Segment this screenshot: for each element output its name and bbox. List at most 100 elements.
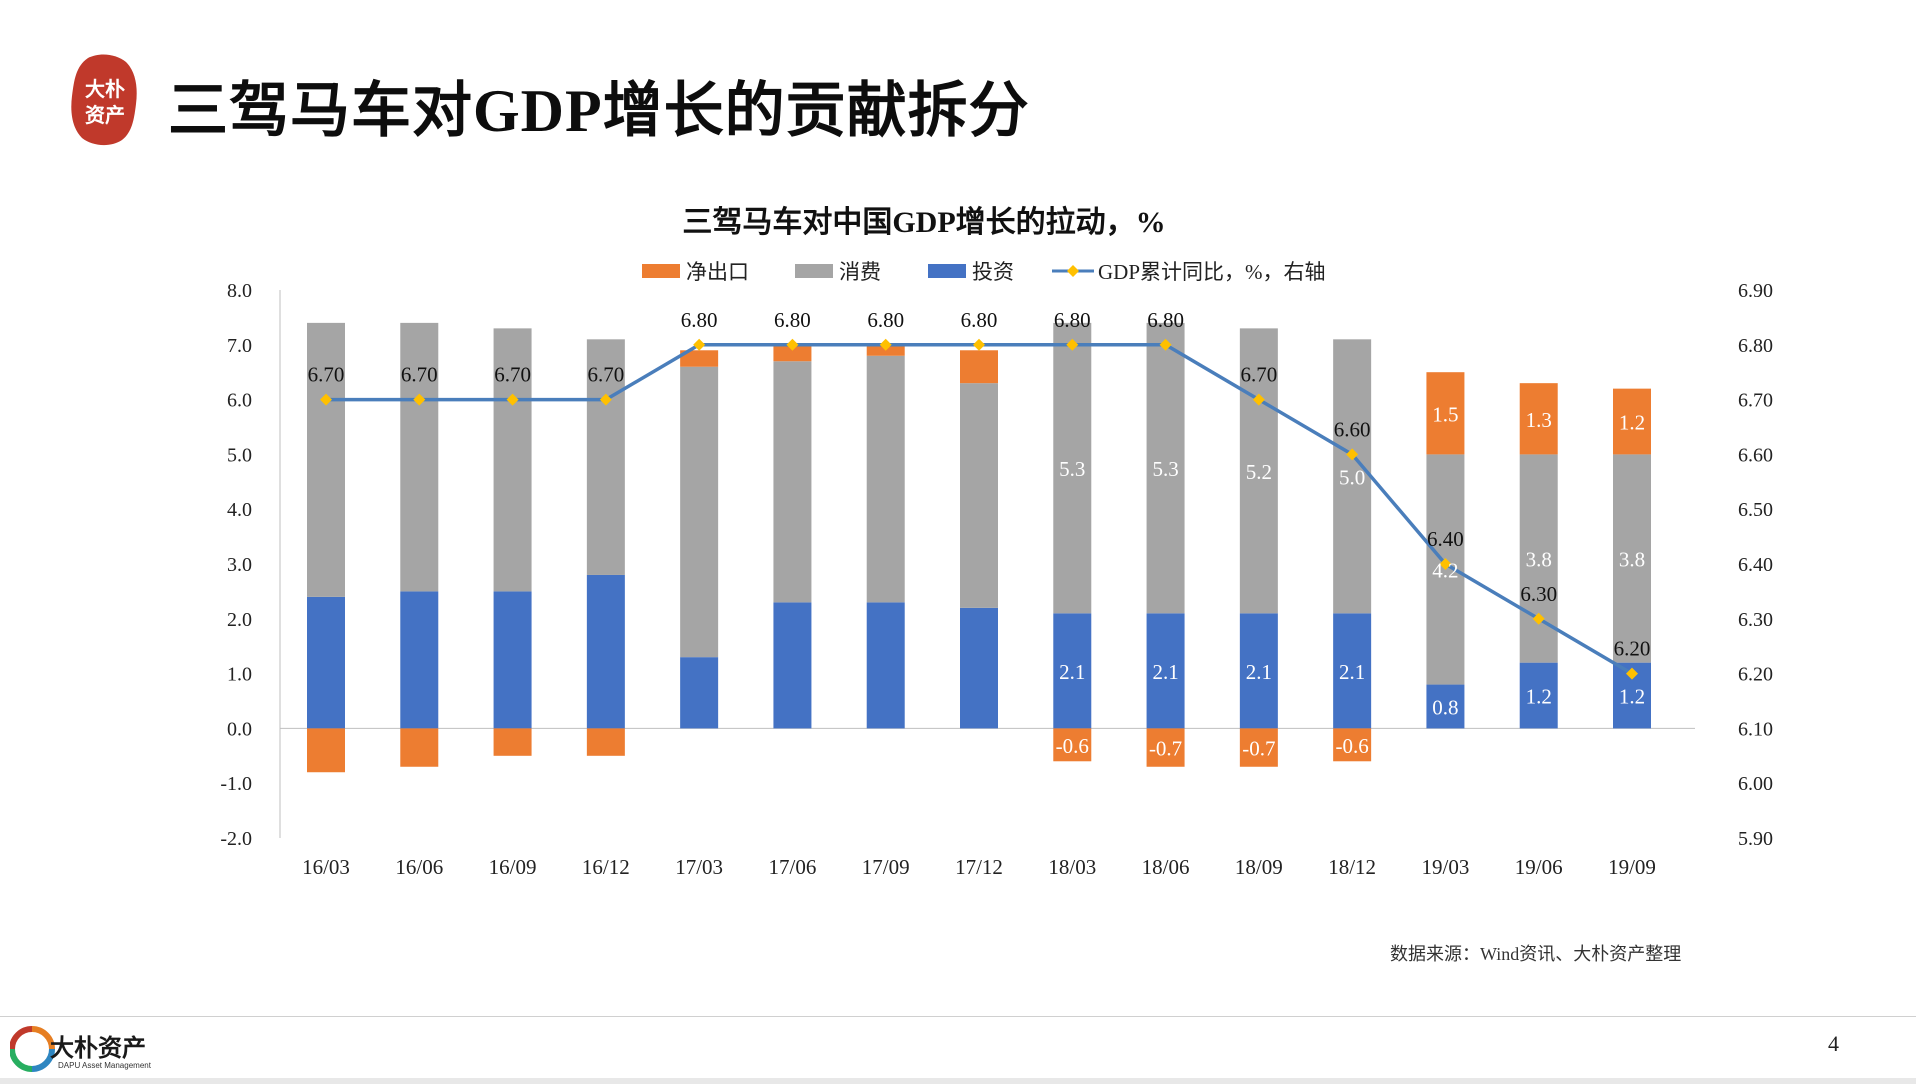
gdp-data-label: 6.80 bbox=[774, 308, 811, 332]
investment-bar bbox=[400, 591, 439, 729]
company-seal-logo: 大朴 资产 bbox=[71, 54, 137, 146]
investment-data-label: 2.1 bbox=[1339, 660, 1365, 684]
y-right-tick-label: 6.20 bbox=[1738, 664, 1773, 686]
gdp-contribution-chart: 三驾马车对中国GDP增长的拉动，% 净出口 消费 投资 GDP累计同比，%，右轴 8.… bbox=[220, 205, 1773, 879]
consumption-bar bbox=[307, 322, 345, 597]
x-tick-label: 18/03 bbox=[1048, 855, 1096, 879]
x-tick-label: 16/09 bbox=[489, 855, 537, 879]
legend-investment-swatch bbox=[928, 264, 966, 278]
gdp-data-label: 6.70 bbox=[1240, 363, 1277, 387]
footer-divider bbox=[0, 1016, 1916, 1017]
gdp-line-marker bbox=[1066, 338, 1079, 351]
footer-band bbox=[0, 1078, 1916, 1084]
y-right-tick-label: 6.80 bbox=[1738, 335, 1773, 357]
y-left-tick-label: 5.0 bbox=[227, 444, 252, 466]
consumption-bar bbox=[1053, 322, 1092, 614]
y-right-tick-label: 6.50 bbox=[1738, 499, 1773, 521]
consumption-bar bbox=[1146, 322, 1185, 614]
net-export-bar bbox=[960, 350, 998, 384]
net-export-data-label: 1.2 bbox=[1619, 411, 1645, 435]
legend-gdp-label: GDP累计同比，%，右轴 bbox=[1098, 260, 1326, 284]
consumption-bar bbox=[866, 355, 905, 603]
y-right-tick-label: 6.90 bbox=[1738, 280, 1773, 302]
investment-data-label: 2.1 bbox=[1246, 660, 1272, 684]
gdp-data-label: 6.80 bbox=[867, 308, 904, 332]
net-export-data-label: 1.3 bbox=[1526, 408, 1552, 432]
consumption-bar bbox=[1613, 454, 1651, 663]
y-left-tick-label: 4.0 bbox=[227, 499, 252, 521]
footer-logo-subtitle: DAPU Asset Management bbox=[58, 1061, 151, 1070]
gdp-line-marker bbox=[413, 393, 426, 406]
page-title: 三驾马车对GDP增长的贡献拆分 bbox=[168, 78, 1030, 144]
consumption-data-label: 4.2 bbox=[1432, 558, 1458, 582]
source-note: 数据来源：Wind资讯、大朴资产整理 bbox=[1390, 944, 1682, 964]
investment-data-label: 2.1 bbox=[1152, 660, 1178, 684]
chart-bars bbox=[307, 322, 1651, 773]
gdp-data-label: 6.60 bbox=[1334, 417, 1371, 441]
net-export-data-label: 1.5 bbox=[1432, 402, 1458, 426]
x-tick-label: 19/09 bbox=[1608, 855, 1656, 879]
gdp-data-label: 6.70 bbox=[494, 363, 531, 387]
y-right-tick-label: 6.60 bbox=[1738, 444, 1773, 466]
gdp-line-marker bbox=[1532, 612, 1545, 625]
gdp-line-marker bbox=[320, 393, 332, 406]
consumption-bar bbox=[400, 322, 439, 592]
y-left-tick-label: 3.0 bbox=[227, 554, 252, 576]
net-export-bar bbox=[307, 728, 345, 773]
x-tick-label: 17/12 bbox=[955, 855, 1003, 879]
consumption-bar bbox=[1239, 328, 1278, 614]
gdp-line-marker bbox=[786, 338, 799, 351]
gdp-line bbox=[320, 338, 1638, 680]
gdp-line-marker bbox=[879, 338, 892, 351]
gdp-line-marker bbox=[1252, 393, 1265, 406]
consumption-data-label: 3.8 bbox=[1619, 548, 1645, 572]
investment-bar bbox=[586, 574, 625, 729]
net-export-bar bbox=[1053, 728, 1092, 762]
y-left-tick-label: 7.0 bbox=[227, 335, 252, 357]
gdp-data-label: 6.70 bbox=[587, 363, 624, 387]
net-export-bar bbox=[1613, 388, 1651, 455]
investment-bar bbox=[1053, 613, 1092, 729]
investment-bar bbox=[773, 602, 812, 729]
x-tick-label: 17/03 bbox=[675, 855, 723, 879]
footer-logo-name: 大朴资产 bbox=[50, 1034, 146, 1062]
net-export-bar bbox=[1426, 372, 1465, 455]
x-tick-label: 18/06 bbox=[1142, 855, 1190, 879]
legend-net-export-label: 净出口 bbox=[686, 260, 749, 284]
x-tick-label: 19/06 bbox=[1515, 855, 1563, 879]
net-export-bar bbox=[1146, 728, 1185, 767]
consumption-data-label: 5.3 bbox=[1059, 457, 1085, 481]
net-export-bar bbox=[400, 728, 439, 767]
y-right-tick-label: 6.10 bbox=[1738, 718, 1773, 740]
net-export-bar bbox=[586, 728, 625, 756]
gdp-line-marker bbox=[1159, 338, 1172, 351]
investment-bar bbox=[493, 591, 532, 729]
consumption-data-label: 5.0 bbox=[1339, 465, 1365, 489]
gdp-data-label: 6.40 bbox=[1427, 527, 1464, 551]
investment-bar bbox=[866, 602, 905, 729]
y-left-tick-label: 8.0 bbox=[227, 280, 252, 302]
consumption-data-label: 5.3 bbox=[1152, 457, 1178, 481]
investment-bar bbox=[1239, 613, 1278, 729]
gdp-data-label: 6.80 bbox=[1147, 308, 1184, 332]
x-tick-label: 19/03 bbox=[1422, 855, 1470, 879]
investment-data-label: 2.1 bbox=[1059, 660, 1085, 684]
y-left-tick-label: 1.0 bbox=[227, 664, 252, 686]
consumption-bar bbox=[493, 328, 532, 592]
investment-bar bbox=[1519, 662, 1558, 729]
legend-net-export-swatch bbox=[642, 264, 680, 278]
gdp-data-label: 6.70 bbox=[308, 363, 345, 387]
x-tick-label: 16/12 bbox=[582, 855, 630, 879]
net-export-data-label: -0.6 bbox=[1336, 734, 1369, 758]
legend-consumption-swatch bbox=[795, 264, 833, 278]
investment-bar bbox=[1426, 684, 1465, 729]
y-left-tick-label: -2.0 bbox=[220, 828, 252, 850]
chart-data-labels: 2.1 5.3 -0.6 2.1 5.3 -0.7 2.1 5.2 -0.7 2.1 5.0 -0.6… bbox=[308, 308, 1651, 761]
net-export-data-label: -0.7 bbox=[1149, 737, 1182, 761]
investment-bar bbox=[1146, 613, 1185, 729]
net-export-bar bbox=[493, 728, 532, 756]
consumption-bar bbox=[773, 361, 812, 603]
seal-text-line2: 资产 bbox=[85, 103, 125, 127]
net-export-bar bbox=[680, 350, 719, 367]
consumption-bar bbox=[1333, 339, 1372, 614]
